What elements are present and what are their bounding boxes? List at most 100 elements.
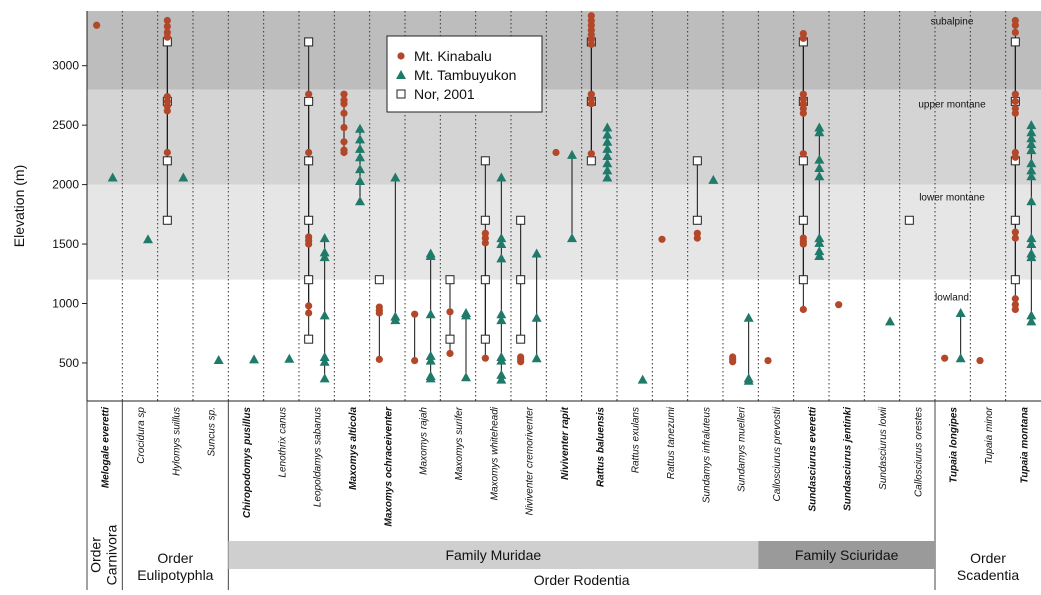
order-label: Order xyxy=(970,550,1006,566)
kinabalu-point xyxy=(587,150,595,158)
tambuyukon-point xyxy=(531,248,542,258)
kinabalu-point xyxy=(305,240,313,248)
tambuyukon-point xyxy=(355,196,365,206)
nor-point xyxy=(162,215,172,225)
legend-label: Mt. Kinabalu xyxy=(414,48,492,64)
tambuyukon-point xyxy=(284,353,295,363)
legend-nor-marker xyxy=(396,89,406,99)
tambuyukon-point xyxy=(213,354,224,364)
tambuyukon-point xyxy=(355,134,365,144)
nor-point xyxy=(516,215,526,225)
kinabalu-point xyxy=(1011,21,1019,29)
species-label: Hylomys suillus xyxy=(171,407,182,476)
band-label: upper montane xyxy=(918,100,986,111)
y-tick-label: 1000 xyxy=(52,297,79,311)
species-label: Niviventer rapit xyxy=(560,406,571,479)
species-label: Rattus exulans xyxy=(631,407,642,473)
tambuyukon-point xyxy=(319,373,330,383)
kinabalu-point xyxy=(941,354,949,362)
tambuyukon-point xyxy=(885,316,895,326)
kinabalu-point xyxy=(411,310,419,318)
y-tick-label: 3000 xyxy=(52,59,79,73)
order-label: Scadentia xyxy=(957,567,1019,583)
tambuyukon-point xyxy=(249,354,259,364)
kinabalu-point xyxy=(163,22,171,31)
tambuyukon-point xyxy=(496,315,507,325)
tambuyukon-point xyxy=(708,174,719,184)
legend-kinabalu-marker xyxy=(397,52,405,60)
nor-point xyxy=(304,275,314,285)
y-tick-label: 1500 xyxy=(52,237,79,251)
family-label: Family Muridae xyxy=(445,547,541,563)
tambuyukon-point xyxy=(178,172,189,182)
nor-point xyxy=(304,37,314,47)
kinabalu-point xyxy=(340,100,348,108)
kinabalu-point xyxy=(163,148,171,157)
nor-point xyxy=(480,275,490,285)
band-3 xyxy=(87,279,1041,401)
species-label: Chiropodomys pusillus xyxy=(242,407,253,519)
tambuyukon-point xyxy=(390,315,401,325)
tambuyukon-point xyxy=(496,369,507,379)
tambuyukon-point xyxy=(319,233,330,243)
species-label: Tupaia montana xyxy=(1019,407,1030,484)
tambuyukon-point xyxy=(814,237,825,247)
kinabalu-point xyxy=(1011,295,1019,303)
kinabalu-point xyxy=(1011,153,1019,161)
tambuyukon-point xyxy=(319,356,330,366)
tambuyukon-point xyxy=(496,253,507,263)
order-label: Order Rodentia xyxy=(534,572,630,588)
band-label: subalpine xyxy=(931,17,974,28)
kinabalu-point xyxy=(799,240,807,248)
nor-point xyxy=(516,334,526,344)
species-label: Rattus baluensis xyxy=(595,407,606,487)
tambuyukon-point xyxy=(602,122,613,132)
kinabalu-point xyxy=(305,90,313,98)
tambuyukon-point xyxy=(355,164,365,174)
kinabalu-point xyxy=(340,123,348,132)
order-label: Order xyxy=(88,537,104,573)
kinabalu-point xyxy=(799,305,807,314)
tambuyukon-point xyxy=(602,129,613,139)
tambuyukon-point xyxy=(496,374,507,384)
nor-point xyxy=(304,334,314,344)
nor-point xyxy=(304,156,314,166)
tambuyukon-point xyxy=(1026,133,1037,143)
tambuyukon-point xyxy=(1026,171,1037,181)
family-label: Family Sciuridae xyxy=(795,547,899,563)
kinabalu-point xyxy=(799,150,807,158)
kinabalu-point xyxy=(93,21,101,29)
y-tick-label: 2500 xyxy=(52,118,79,132)
kinabalu-point xyxy=(1011,228,1019,236)
kinabalu-point xyxy=(693,234,701,242)
legend-label: Nor, 2001 xyxy=(414,86,475,102)
kinabalu-point xyxy=(481,239,489,247)
kinabalu-point xyxy=(1011,28,1019,37)
band-0 xyxy=(87,11,1041,90)
kinabalu-point xyxy=(976,356,984,365)
nor-point xyxy=(586,156,596,166)
kinabalu-point xyxy=(729,358,737,366)
nor-point xyxy=(374,275,384,285)
tambuyukon-point xyxy=(814,246,825,256)
kinabalu-point xyxy=(1011,90,1019,98)
nor-point xyxy=(1010,275,1020,285)
tambuyukon-point xyxy=(1026,139,1037,149)
tambuyukon-point xyxy=(602,165,613,175)
legend-tambuyukon-marker xyxy=(396,70,406,79)
kinabalu-point xyxy=(835,301,843,309)
tambuyukon-point xyxy=(955,308,966,318)
tambuyukon-point xyxy=(531,312,542,322)
tambuyukon-point xyxy=(107,172,118,182)
nor-point xyxy=(798,275,808,285)
tambuyukon-point xyxy=(461,310,471,320)
tambuyukon-point xyxy=(355,143,365,153)
kinabalu-point xyxy=(517,358,525,366)
tambuyukon-point xyxy=(567,149,577,159)
species-label: Crocidura sp xyxy=(136,407,147,464)
nor-point xyxy=(445,334,455,344)
order-label-group: Order Carnivora xyxy=(88,524,120,585)
tambuyukon-point xyxy=(461,372,471,382)
